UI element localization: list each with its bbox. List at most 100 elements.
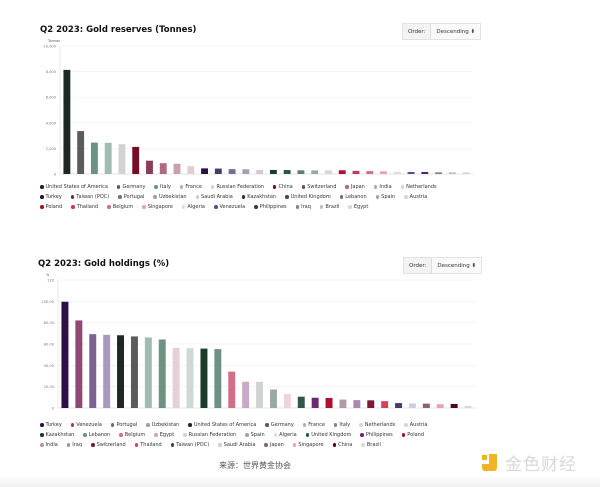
legend-item[interactable]: Turkey: [40, 422, 62, 428]
bar-algeria: [283, 394, 291, 408]
legend-item[interactable]: Saudi Arabia: [195, 194, 233, 200]
legend-item[interactable]: Uzbekistan: [153, 194, 187, 200]
legend-swatch: [302, 423, 307, 427]
legend-swatch: [134, 443, 139, 447]
legend-label: Egypt: [159, 432, 175, 438]
bar-iraq: [435, 172, 443, 174]
legend-swatch: [183, 433, 187, 437]
legend-swatch: [40, 423, 44, 427]
legend-item[interactable]: Kazakhstan: [241, 194, 276, 200]
legend-item[interactable]: Japan: [345, 184, 365, 190]
legend-item[interactable]: Poland: [401, 432, 424, 438]
legend-swatch: [154, 185, 158, 189]
legend-item[interactable]: Philippines: [254, 204, 287, 210]
legend-item[interactable]: Iraq: [295, 204, 311, 210]
bar-turkey: [201, 168, 208, 174]
legend-item[interactable]: Portugal: [118, 194, 144, 200]
legend-swatch: [401, 433, 406, 437]
legend-item[interactable]: Spain: [375, 194, 395, 200]
bar-portugal: [228, 169, 236, 174]
order-value[interactable]: Descending ⬍: [430, 24, 481, 39]
legend-item[interactable]: Italy: [154, 184, 171, 190]
legend-item[interactable]: Brazil: [361, 442, 381, 448]
legend-item[interactable]: Lebanon: [339, 194, 367, 200]
legend-swatch: [142, 205, 146, 209]
legend-item[interactable]: Kazakhstan: [40, 432, 74, 438]
bar-austria: [186, 348, 194, 408]
chart2-order-select[interactable]: Order: Descending ⬍: [403, 257, 483, 274]
legend-item[interactable]: Turkey: [40, 194, 62, 200]
legend-item[interactable]: Switzerland: [301, 184, 337, 190]
legend-item[interactable]: Uzbekistan: [146, 422, 179, 428]
legend-item[interactable]: United States of America: [40, 184, 108, 190]
bar-lebanon: [214, 349, 222, 408]
legend-item[interactable]: Taiwan (POC): [170, 442, 209, 448]
legend-item[interactable]: Singapore: [142, 204, 173, 210]
legend-item[interactable]: Spain: [245, 432, 265, 438]
legend-item[interactable]: Netherlands: [359, 422, 395, 428]
legend-label: Taiwan (POC): [76, 194, 110, 200]
legend-item[interactable]: India: [40, 442, 58, 448]
legend-label: Russian Federation: [216, 184, 264, 190]
legend-swatch: [295, 205, 300, 209]
legend-item[interactable]: Switzerland: [91, 442, 126, 448]
legend-item[interactable]: Japan: [264, 442, 284, 448]
bar-india: [339, 399, 347, 408]
legend-item[interactable]: Portugal: [110, 422, 138, 428]
legend-label: Thailand: [76, 204, 99, 210]
legend-item[interactable]: Netherlands: [400, 184, 437, 190]
legend-item[interactable]: United Kingdom: [305, 432, 351, 438]
legend-label: Portugal: [116, 422, 138, 428]
legend-item[interactable]: Italy: [333, 422, 350, 428]
legend-item[interactable]: France: [179, 184, 202, 190]
legend-item[interactable]: Algeria: [181, 204, 205, 210]
legend-item[interactable]: Saudi Arabia: [218, 442, 255, 448]
legend-item[interactable]: Thailand: [71, 204, 98, 210]
y-tick-label: 80.00: [44, 321, 55, 325]
legend-item[interactable]: Egypt: [348, 204, 368, 210]
bar-saudi-arabia: [256, 169, 264, 174]
legend-item[interactable]: India: [373, 184, 392, 190]
bar-russian-federation: [118, 144, 126, 174]
legend-item[interactable]: Taiwan (POC): [70, 194, 110, 200]
bar-uzbekistan: [103, 334, 111, 408]
bar-philippines: [421, 171, 429, 174]
legend-item[interactable]: Egypt: [154, 432, 174, 438]
chart1-order-select[interactable]: Order: Descending ⬍: [402, 23, 482, 40]
legend-item[interactable]: Belgium: [119, 432, 145, 438]
legend-swatch: [319, 205, 324, 209]
legend-item[interactable]: China: [332, 442, 352, 448]
chevron-updown-icon: ⬍: [470, 28, 476, 35]
legend-item[interactable]: Brazil: [319, 204, 339, 210]
legend-item[interactable]: France: [302, 422, 325, 428]
legend-item[interactable]: Algeria: [273, 432, 297, 438]
legend-item[interactable]: Germany: [265, 422, 294, 428]
legend-item[interactable]: Singapore: [292, 442, 324, 448]
legend-item[interactable]: Thailand: [134, 442, 162, 448]
legend-item[interactable]: Belgium: [107, 204, 133, 210]
order-value[interactable]: Descending ⬍: [431, 258, 482, 273]
legend-label: Singapore: [147, 204, 173, 210]
legend-item[interactable]: Russian Federation: [183, 432, 236, 438]
legend-item[interactable]: Philippines: [360, 432, 393, 438]
legend-item[interactable]: Russian Federation: [210, 184, 264, 190]
legend-label: Germany: [122, 184, 146, 190]
legend-row: United States of America Germany Italy Fran…: [40, 182, 480, 192]
legend-label: Turkey: [45, 422, 62, 428]
legend-item[interactable]: Venezuela: [214, 204, 245, 210]
legend-item[interactable]: Lebanon: [83, 432, 110, 438]
legend-label: Switzerland: [307, 184, 337, 190]
legend-item[interactable]: China: [272, 184, 293, 190]
legend-swatch: [361, 443, 365, 447]
legend-item[interactable]: Austria: [404, 194, 427, 200]
y-tick-label: 100.00: [41, 300, 54, 304]
legend-item[interactable]: Iraq: [66, 442, 82, 448]
legend-item[interactable]: Poland: [40, 204, 62, 210]
legend-item[interactable]: United States of America: [188, 422, 256, 428]
legend-item[interactable]: Germany: [116, 184, 146, 190]
legend-item[interactable]: Austria: [404, 422, 427, 428]
bar-india: [173, 163, 181, 174]
legend-item[interactable]: United Kingdom: [285, 194, 331, 200]
legend-row: India Iraq Switzerland Thailand Taiwan (POC)…: [40, 440, 480, 450]
legend-item[interactable]: Venezuela: [70, 422, 102, 428]
